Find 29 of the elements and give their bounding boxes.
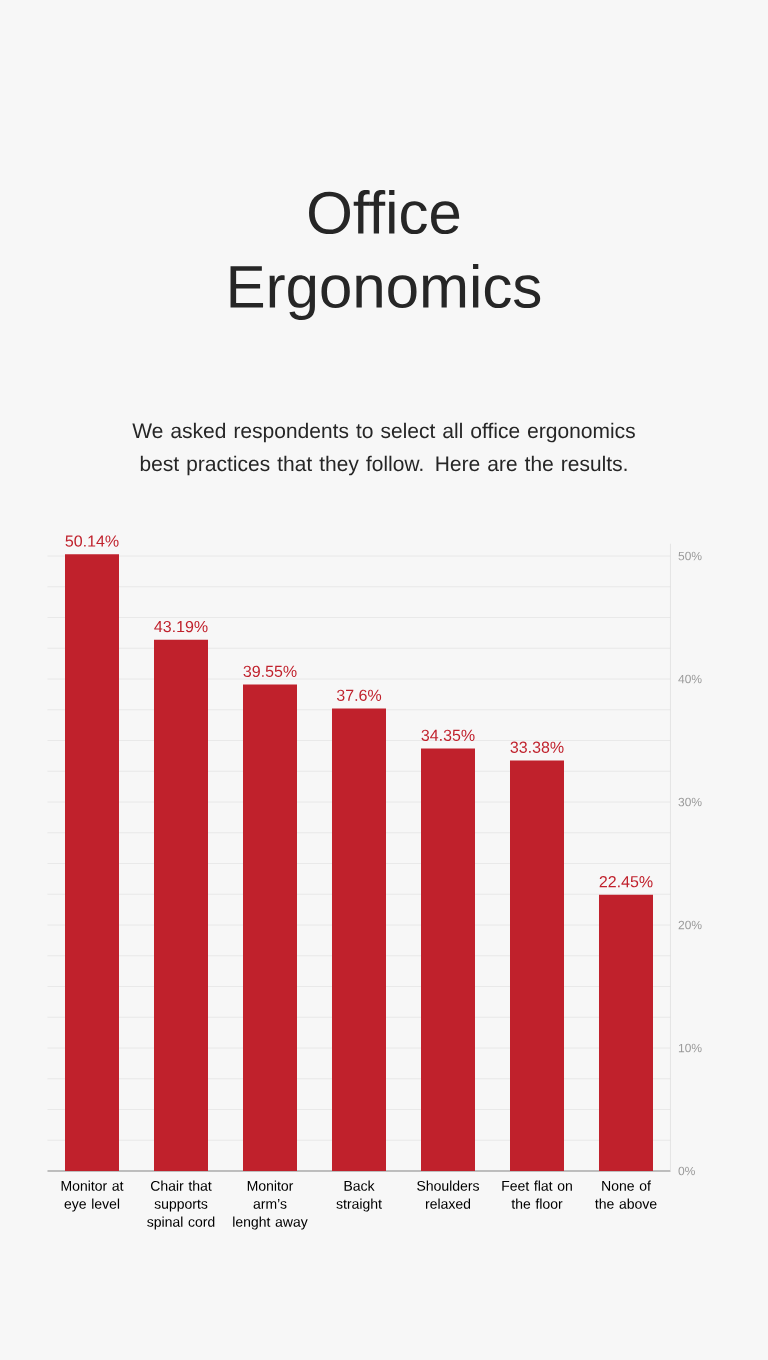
x-tick-label: Monitor arm’s lenght away bbox=[233, 1180, 308, 1230]
x-tick-label: Monitor at eye level bbox=[61, 1180, 124, 1212]
y-tick-label: 0% bbox=[678, 1166, 695, 1176]
x-tick-label: Chair that supports spinal cord bbox=[147, 1180, 215, 1230]
y-tick-label: 20% bbox=[678, 920, 702, 930]
bar bbox=[332, 708, 386, 1172]
bar bbox=[243, 684, 297, 1172]
bar bbox=[421, 748, 475, 1172]
x-tick-label: Back straight bbox=[336, 1180, 382, 1212]
chart-subtitle: We asked respondents to select all office ergonomics best practices that they follow. Here are the results. bbox=[132, 422, 635, 476]
data-label: 43.19% bbox=[154, 620, 208, 633]
y-tick-label: 40% bbox=[678, 674, 702, 684]
data-label: 33.38% bbox=[510, 741, 564, 753]
bar bbox=[599, 894, 653, 1172]
bar bbox=[154, 639, 208, 1172]
data-label: 22.45% bbox=[599, 876, 653, 888]
data-label: 34.35% bbox=[421, 729, 475, 741]
data-label: 37.6% bbox=[336, 689, 382, 701]
x-tick-label: None of the above bbox=[595, 1180, 657, 1209]
bar bbox=[65, 554, 119, 1172]
x-tick-label: Shoulders relaxed bbox=[417, 1180, 479, 1209]
y-tick-label: 10% bbox=[678, 1043, 702, 1053]
y-tick-label: 50% bbox=[678, 551, 702, 561]
x-tick-label: Feet flat on the floor bbox=[502, 1180, 572, 1209]
data-label: 50.14% bbox=[65, 535, 119, 547]
data-label: 39.55% bbox=[243, 665, 297, 678]
chart-title: Office Ergonomics bbox=[230, 190, 541, 320]
bar bbox=[510, 760, 564, 1172]
y-tick-label: 30% bbox=[678, 797, 702, 807]
